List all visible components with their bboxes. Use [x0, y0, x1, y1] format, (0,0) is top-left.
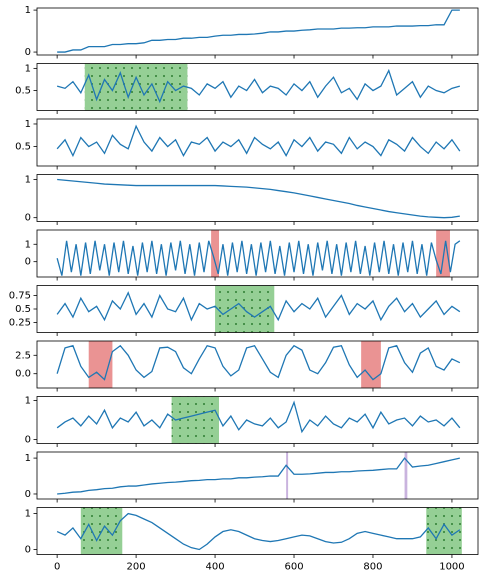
x-tick-label: 0	[54, 562, 60, 573]
axes-frame	[36, 174, 479, 222]
x-tick-label: 1000	[439, 562, 464, 573]
y-tick-label: 1	[25, 509, 31, 520]
y-tick-label: 0.25	[9, 318, 31, 329]
span	[404, 452, 408, 499]
line	[57, 9, 460, 53]
axes-frame	[36, 7, 479, 56]
y-tick-label: 1	[25, 63, 31, 74]
axes-frame	[36, 340, 479, 389]
y-tick-label: 1	[25, 453, 31, 464]
line	[57, 178, 460, 219]
y-tick-label: 0	[25, 435, 31, 446]
span	[211, 230, 220, 277]
line	[56, 512, 461, 551]
y-tick-label: 0.5	[15, 304, 31, 315]
line	[57, 457, 460, 495]
line	[56, 240, 461, 276]
line	[56, 291, 461, 322]
y-tick-label: 0	[25, 489, 31, 500]
y-tick-label: 0	[25, 213, 31, 224]
x-tick-label: 600	[284, 562, 303, 573]
y-tick-label: 0	[25, 47, 31, 58]
span	[436, 230, 450, 277]
line	[56, 124, 461, 158]
y-tick-label: 0.5	[15, 86, 31, 97]
axes-frame	[36, 507, 479, 555]
span-dots	[426, 507, 462, 555]
span	[88, 341, 113, 388]
y-tick-label: 0.0	[15, 369, 31, 380]
y-tick-label: 1	[25, 239, 31, 250]
y-tick-label: 1	[25, 119, 31, 130]
y-tick-label: 0	[25, 257, 31, 268]
span	[286, 452, 289, 499]
line	[56, 68, 461, 104]
span	[361, 341, 381, 388]
axes-frame	[36, 451, 479, 500]
axes-frame	[36, 396, 479, 444]
axes-frame	[36, 63, 479, 111]
y-tick-label: 1	[25, 174, 31, 185]
span-dots	[171, 396, 220, 444]
x-tick-label: 400	[206, 562, 225, 573]
y-tick-label: 2.5	[15, 350, 31, 361]
y-tick-label: 1	[25, 5, 31, 16]
axes-frame	[36, 118, 479, 167]
line	[56, 344, 461, 381]
axes-frame	[36, 229, 479, 278]
y-tick-label: 1	[25, 395, 31, 406]
y-tick-label: 0.75	[9, 290, 31, 301]
y-tick-label: 0	[25, 544, 31, 555]
y-tick-label: 0.5	[15, 142, 31, 153]
x-tick-label: 800	[363, 562, 382, 573]
x-tick-label: 200	[127, 562, 146, 573]
line	[56, 400, 461, 434]
